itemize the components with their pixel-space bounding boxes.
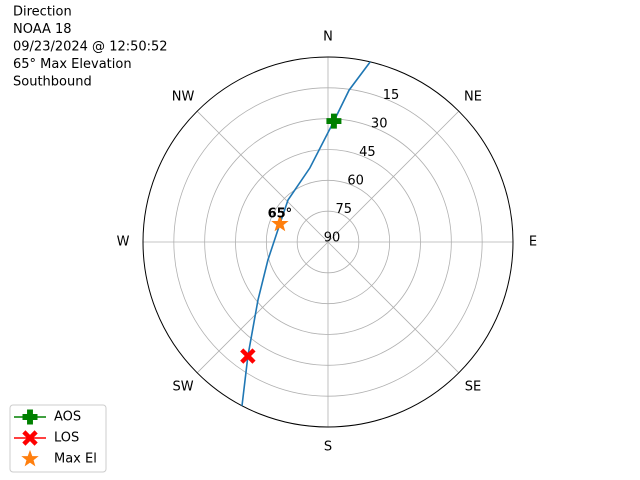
track-line [241, 61, 371, 406]
theta-tick-label: SE [465, 379, 481, 394]
theta-tick-label: N [323, 30, 333, 45]
marker-x [240, 348, 256, 364]
marker-plus [326, 113, 342, 129]
legend-label: LOS [54, 431, 79, 446]
legend-label: Max El [54, 452, 97, 467]
annotation: 65° [268, 206, 293, 221]
legend-label: AOS [54, 410, 81, 425]
legend-marker [21, 449, 39, 467]
title-line: 09/23/2024 @ 12:50:52 [13, 40, 168, 55]
theta-tick-label: NW [172, 90, 195, 105]
theta-tick-label: NE [464, 90, 482, 105]
r-tick-label: 75 [336, 202, 353, 217]
legend-box [9, 404, 107, 473]
r-tick-label: 15 [383, 88, 400, 103]
grid-spoke [327, 110, 460, 243]
legend-marker [22, 430, 38, 446]
title-line: 65° Max Elevation [13, 57, 132, 72]
title-line: Southbound [13, 75, 92, 90]
r-tick-label: 45 [359, 145, 376, 160]
theta-tick-label: SW [172, 379, 193, 394]
title-line: NOAA 18 [13, 22, 72, 37]
grid-spoke [196, 110, 329, 243]
marker-star [271, 214, 289, 232]
theta-tick-label: S [324, 440, 332, 455]
grid-spoke [327, 241, 460, 374]
r-tick-label: 90 [324, 231, 341, 246]
title-line: Direction [13, 5, 72, 20]
polar-frame [142, 56, 514, 428]
r-tick-label: 30 [371, 117, 388, 132]
theta-tick-label: E [529, 235, 537, 250]
theta-tick-label: W [117, 235, 130, 250]
legend: AOS LOS Max El [9, 404, 107, 473]
r-tick-label: 60 [347, 174, 364, 189]
legend-marker [22, 409, 38, 425]
grid-spoke [196, 241, 329, 374]
